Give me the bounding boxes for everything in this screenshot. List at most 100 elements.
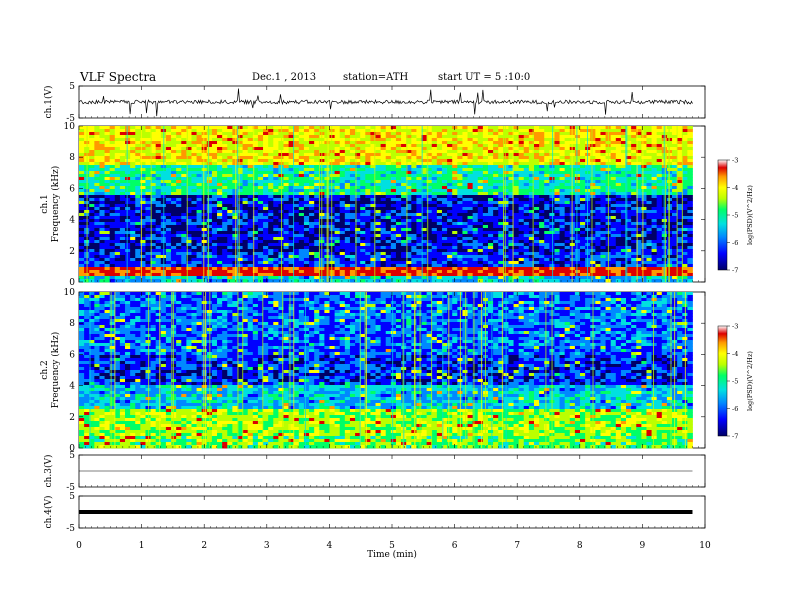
spectrogram-cell <box>196 153 203 157</box>
spectrogram-cell <box>314 210 320 214</box>
spectrogram-cell <box>380 213 387 217</box>
spectrogram-cell <box>150 138 157 142</box>
spectrogram-cell <box>140 249 146 253</box>
spectrogram-cell <box>288 234 295 238</box>
spectrogram-cell <box>211 132 218 136</box>
spectrogram-cell <box>549 207 555 211</box>
spectrogram-cell <box>452 174 458 178</box>
spectrogram-cell <box>482 159 489 163</box>
spectrogram-cell <box>534 207 540 211</box>
spectrogram-cell <box>217 231 223 235</box>
spectrogram-cell <box>513 195 520 199</box>
spectrogram-cell <box>196 156 203 160</box>
spectrogram-cell <box>549 129 555 133</box>
spectrogram-cell <box>222 168 228 172</box>
spectrogram-cell <box>273 171 279 175</box>
spectrogram-cell <box>615 219 622 223</box>
spectrogram-cell <box>196 243 203 247</box>
spectrogram-cell <box>303 186 310 190</box>
spectrogram-cell <box>268 135 274 139</box>
spectrogram-cell <box>370 144 376 148</box>
spectrogram-cell <box>682 156 688 160</box>
spectrogram-cell <box>534 132 540 136</box>
spectrogram-cell <box>211 201 218 205</box>
spectrogram-cell <box>518 183 525 187</box>
spectrogram-cell <box>232 216 238 220</box>
spectrogram-cell <box>590 150 596 154</box>
spectrogram-cell <box>401 249 407 253</box>
spectrogram-cell <box>247 234 254 238</box>
spectrogram-cell <box>273 210 279 214</box>
spectrogram-cell <box>631 213 637 217</box>
spectrogram-cell <box>656 246 663 250</box>
spectrogram-cell <box>145 222 151 226</box>
spectrogram-cell <box>247 159 254 163</box>
spectrogram-cell <box>109 213 116 217</box>
spectrogram-cell <box>89 231 95 235</box>
spectrogram-cell <box>247 141 254 145</box>
spectrogram-cell <box>426 153 433 157</box>
spectrogram-cell <box>344 234 351 238</box>
spectrogram-cell <box>309 153 315 157</box>
spectrogram-cell <box>411 192 417 196</box>
spectrogram-cell <box>349 231 356 235</box>
spectrogram-cell <box>615 150 622 154</box>
spectrogram-cell <box>564 132 571 136</box>
spectrogram-cell <box>651 144 658 148</box>
spectrogram-cell <box>487 195 494 199</box>
spectrogram-cell <box>360 189 366 193</box>
spectrogram-cell <box>242 237 249 241</box>
spectrogram-cell <box>590 207 596 211</box>
spectrogram-cell <box>452 183 458 187</box>
spectrogram-cell <box>99 129 105 133</box>
spectrogram-cell <box>263 198 269 202</box>
spectrogram-cell <box>385 129 392 133</box>
spectrogram-cell <box>155 198 162 202</box>
spectrogram-cell <box>303 126 310 130</box>
spectrogram-cell <box>580 165 586 169</box>
spectrogram-cell <box>467 150 474 154</box>
spectrogram-cell <box>574 183 581 187</box>
spectrogram-cell <box>94 159 100 163</box>
spectrogram-cell <box>344 129 351 133</box>
spectrogram-cell <box>155 168 162 172</box>
spectrogram-cell <box>416 129 422 133</box>
spectrogram-cell <box>436 201 443 205</box>
spectrogram-cell <box>370 180 376 184</box>
spectrogram-cell <box>365 171 371 175</box>
spectrogram-cell <box>395 183 402 187</box>
spectrogram-cell <box>104 177 111 181</box>
spectrogram-cell <box>349 159 356 163</box>
spectrogram-cell <box>426 165 433 169</box>
spectrogram-cell <box>314 246 320 250</box>
spectrogram-cell <box>145 153 151 157</box>
spectrogram-cell <box>447 246 453 250</box>
spectrogram-cell <box>314 132 320 136</box>
spectrogram-cell <box>626 186 632 190</box>
spectrogram-cell <box>150 126 157 130</box>
spectrogram-cell <box>431 204 438 208</box>
spectrogram-cell <box>631 144 637 148</box>
spectrogram-cell <box>467 186 474 190</box>
spectrogram-cell <box>620 228 627 232</box>
spectrogram-cell <box>559 234 566 238</box>
spectrogram-cell <box>314 138 320 142</box>
spectrogram-cell <box>395 180 402 184</box>
spectrogram-cell <box>201 189 208 193</box>
spectrogram-cell <box>293 189 300 193</box>
spectrogram-cell <box>375 138 382 142</box>
spectrogram-cell <box>421 246 428 250</box>
spectrogram-cell <box>493 174 499 178</box>
spectrogram-cell <box>375 168 382 172</box>
spectrogram-cell <box>406 165 412 169</box>
spectrogram-cell <box>114 210 121 214</box>
spectrogram-cell <box>222 165 228 169</box>
spectrogram-cell <box>206 207 213 211</box>
spectrogram-cell <box>503 129 509 133</box>
spectrogram-cell <box>303 150 310 154</box>
spectrogram-cell <box>462 192 468 196</box>
spectrogram-cell <box>574 165 581 169</box>
spectrogram-cell <box>165 162 172 166</box>
spectrogram-cell <box>646 165 652 169</box>
spectrogram-cell <box>620 234 627 238</box>
